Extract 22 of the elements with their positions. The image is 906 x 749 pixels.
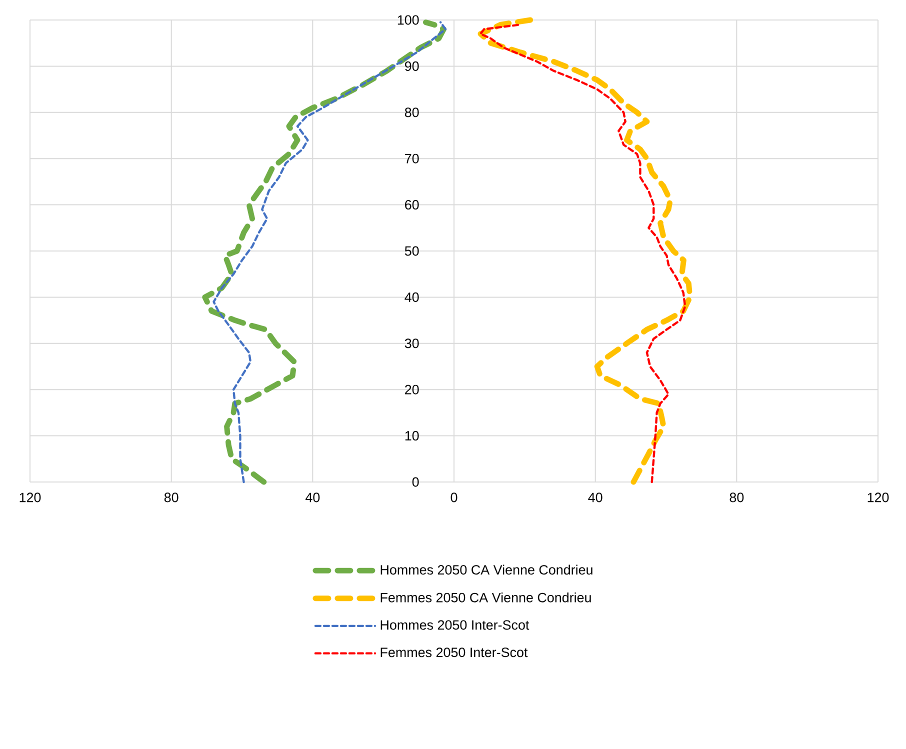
x-tick-label: 40 [588,492,602,502]
y-tick-label: 40 [404,292,419,302]
x-tick-label: 120 [20,492,41,502]
x-tick-label: 80 [730,492,744,502]
legend-label: Femmes 2050 CA Vienne Condrieu [380,592,591,602]
legend-label: Hommes 2050 CA Vienne Condrieu [380,564,592,575]
y-tick-label: 80 [404,108,419,118]
x-tick-label: 40 [306,492,320,502]
legend-label: Hommes 2050 Inter-Scot [380,620,530,630]
y-tick-label: 20 [405,384,419,394]
x-tick-label: 0 [450,492,458,502]
y-tick-label: 30 [404,338,419,348]
x-tick-label: 120 [868,492,889,502]
y-tick-label: 70 [405,154,419,164]
x-tick-label: 80 [164,492,178,502]
y-tick-label: 90 [404,61,419,71]
legend-label: Femmes 2050 Inter-Scot [380,648,528,658]
y-tick-label: 10 [405,431,419,441]
y-tick-label: 100 [398,15,419,25]
y-tick-label: 0 [412,477,419,487]
y-tick-label: 50 [404,246,419,256]
y-tick-label: 60 [405,200,419,210]
